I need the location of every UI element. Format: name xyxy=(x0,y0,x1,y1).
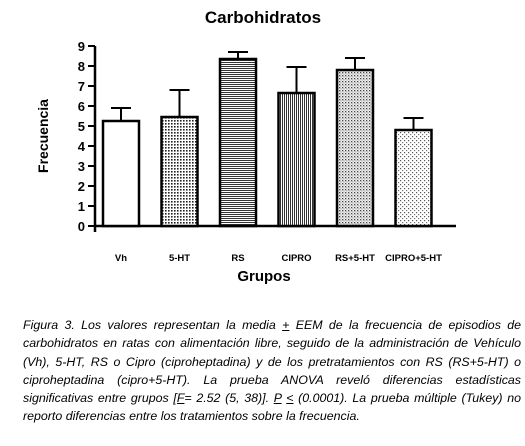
y-axis-label: Frecuencia xyxy=(35,99,51,173)
y-tick-label: 9 xyxy=(78,39,85,54)
y-tick-label: 1 xyxy=(78,199,85,214)
y-tick-label: 8 xyxy=(78,59,85,74)
error-bars xyxy=(111,51,424,130)
bar-5-ht xyxy=(160,115,199,228)
y-tick-label: 4 xyxy=(78,139,86,154)
y-tick-label: 5 xyxy=(78,119,85,134)
x-axis-label: Grupos xyxy=(237,268,290,285)
y-tick-label: 2 xyxy=(78,179,85,194)
x-tick-label: CIPRO xyxy=(281,253,311,264)
chart-title: Carbohidratos xyxy=(205,8,321,27)
x-tick-labels: Vh 5-HT RS CIPRO RS+5-HT CIPRO+5-HT xyxy=(115,253,442,264)
y-tick-label: 7 xyxy=(78,79,85,94)
y-tick-label: 3 xyxy=(78,159,85,174)
figure-caption: Figura 3. Los valores representan la med… xyxy=(23,318,521,424)
f-statistic: [F xyxy=(173,391,185,406)
y-tick-label: 6 xyxy=(78,99,85,114)
y-axis: 0 1 2 3 4 5 6 7 8 9 xyxy=(78,39,97,234)
bar-cipro xyxy=(277,91,316,228)
y-tick-label: 0 xyxy=(78,219,85,234)
p-symbol: P xyxy=(273,391,282,406)
x-tick-label: 5-HT xyxy=(169,253,190,264)
x-tick-label: RS+5-HT xyxy=(335,253,375,264)
bars xyxy=(101,57,433,228)
x-tick-label: RS xyxy=(231,253,244,264)
less-equal-symbol: < xyxy=(286,391,294,406)
bar-chart: Carbohidratos Frecuencia Grupos 0 1 2 3 4 5 6 7… xyxy=(35,8,456,285)
x-tick-label: Vh xyxy=(115,253,127,264)
bar-cipro-5-ht xyxy=(394,128,433,228)
bar-vh xyxy=(101,119,141,228)
plus-minus-symbol: + xyxy=(282,318,290,332)
x-tick-label: CIPRO+5-HT xyxy=(385,253,442,264)
bar-rs xyxy=(218,57,258,228)
bar-rs-5-ht xyxy=(335,68,375,228)
